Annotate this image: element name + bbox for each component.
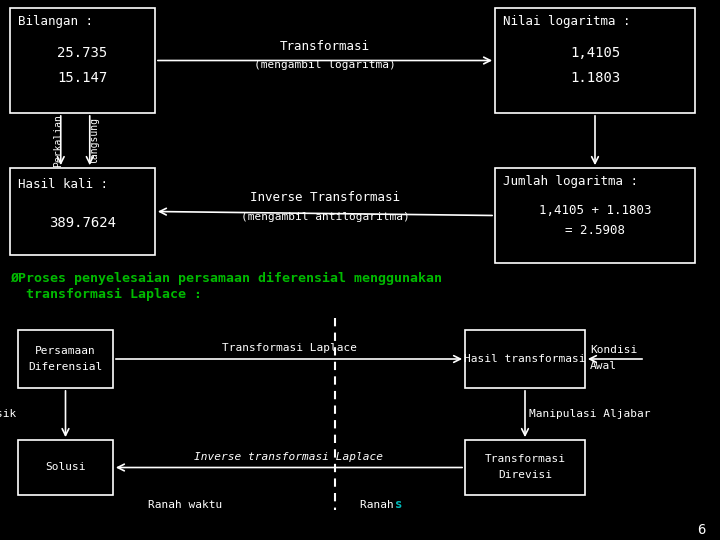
Text: langsung: langsung [90,117,100,164]
Text: Manipulasi Aljabar: Manipulasi Aljabar [529,409,650,419]
Text: Ranah: Ranah [360,500,408,510]
Text: Transformasi: Transformasi [280,40,370,53]
Bar [10,8,155,113]
Text: Hasil transformasi: Hasil transformasi [464,354,586,364]
Text: Nilai logaritma :: Nilai logaritma : [503,16,631,29]
Text: 1,4105 + 1.1803: 1,4105 + 1.1803 [539,204,652,217]
Text: 389.7624: 389.7624 [49,216,116,230]
Text: Perkalian: Perkalian [53,114,63,167]
Text: 6: 6 [698,523,706,537]
Text: 25.735: 25.735 [58,46,107,60]
Text: Analisis Klasik: Analisis Klasik [0,409,16,419]
Text: 1,4105: 1,4105 [570,46,620,60]
Text: Kondisi: Kondisi [590,345,637,355]
Text: 1.1803: 1.1803 [570,71,620,85]
Text: = 2.5908: = 2.5908 [565,224,625,237]
Bar [465,440,585,495]
Text: Transformasi: Transformasi [485,455,565,464]
Text: Diferensial: Diferensial [28,362,103,372]
Text: 15.147: 15.147 [58,71,107,85]
Text: (mengambil logaritma): (mengambil logaritma) [254,60,396,71]
Text: Inverse Transformasi: Inverse Transformasi [250,191,400,204]
Text: transformasi Laplace :: transformasi Laplace : [10,287,202,301]
Text: Transformasi Laplace: Transformasi Laplace [222,343,356,353]
Bar [495,168,695,263]
Text: (mengambil antilogaritma): (mengambil antilogaritma) [240,212,410,221]
Text: Ranah waktu: Ranah waktu [148,500,222,510]
Bar [465,330,585,388]
Text: Persamaan: Persamaan [35,346,96,356]
Text: ØProses penyelesaian persamaan diferensial menggunakan: ØProses penyelesaian persamaan diferensi… [10,272,442,285]
Text: Bilangan :: Bilangan : [18,16,93,29]
Bar [18,440,113,495]
Text: Hasil kali :: Hasil kali : [18,178,108,191]
Text: Inverse transformasi Laplace: Inverse transformasi Laplace [194,451,384,462]
Text: s: s [395,498,402,511]
Bar [10,168,155,255]
Text: Jumlah logaritma :: Jumlah logaritma : [503,176,638,188]
Bar [18,330,113,388]
Text: Solusi: Solusi [45,462,86,472]
Text: Direvisi: Direvisi [498,470,552,481]
Bar [495,8,695,113]
Text: Awal: Awal [590,361,617,371]
